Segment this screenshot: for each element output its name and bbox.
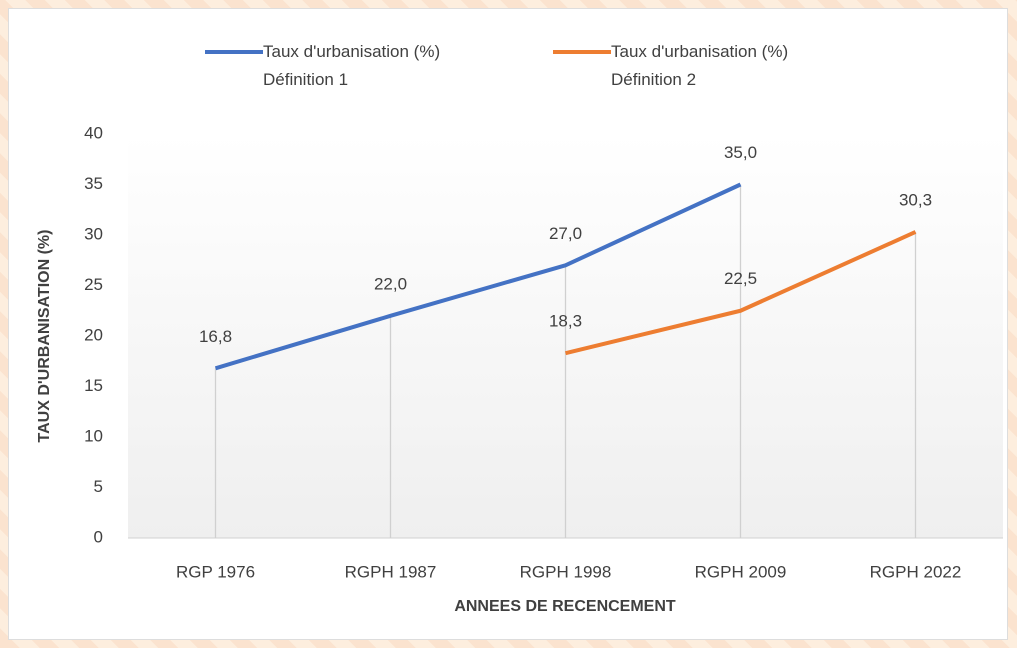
x-tick-label: RGPH 1998: [520, 562, 612, 581]
data-label: 18,3: [549, 312, 582, 331]
legend-label: Taux d'urbanisation (%) Définition 2: [611, 42, 789, 89]
y-axis-title: TAUX D'URBANISATION (%): [36, 230, 53, 443]
y-tick-label: 20: [84, 325, 103, 344]
series-line: [565, 230, 917, 356]
data-label: 35,0: [724, 143, 757, 162]
y-tick-label: 35: [84, 174, 103, 193]
x-tick-label: RGP 1976: [176, 562, 255, 581]
y-tick-label: 15: [84, 376, 103, 395]
legend: Taux d'urbanisation (%) Définition 1 Taux…: [205, 38, 851, 94]
y-tick-label: 25: [84, 275, 103, 294]
x-tick-label: RGPH 2009: [695, 562, 787, 581]
legend-swatch: [205, 50, 263, 54]
x-tick-label: RGPH 1987: [345, 562, 437, 581]
legend-item: Taux d'urbanisation (%) Définition 2: [553, 38, 851, 94]
legend-item: Taux d'urbanisation (%) Définition 1: [205, 38, 503, 94]
y-tick-label: 10: [84, 426, 103, 445]
y-tick-label: 5: [94, 477, 103, 496]
x-axis-title: ANNEES DE RECENCEMENT: [454, 598, 676, 615]
x-tick-label: RGPH 2022: [870, 562, 962, 581]
series-line: [214, 182, 742, 371]
data-label: 16,8: [199, 327, 232, 346]
data-label: 22,5: [724, 269, 757, 288]
y-tick-label: 30: [84, 224, 103, 243]
data-label: 30,3: [899, 190, 932, 209]
y-tick-label: 0: [94, 527, 103, 546]
legend-swatch: [553, 50, 611, 54]
data-label: 22,0: [374, 274, 407, 293]
legend-label: Taux d'urbanisation (%) Définition 1: [263, 42, 441, 89]
y-tick-label: 40: [84, 123, 103, 142]
data-label: 27,0: [549, 224, 582, 243]
